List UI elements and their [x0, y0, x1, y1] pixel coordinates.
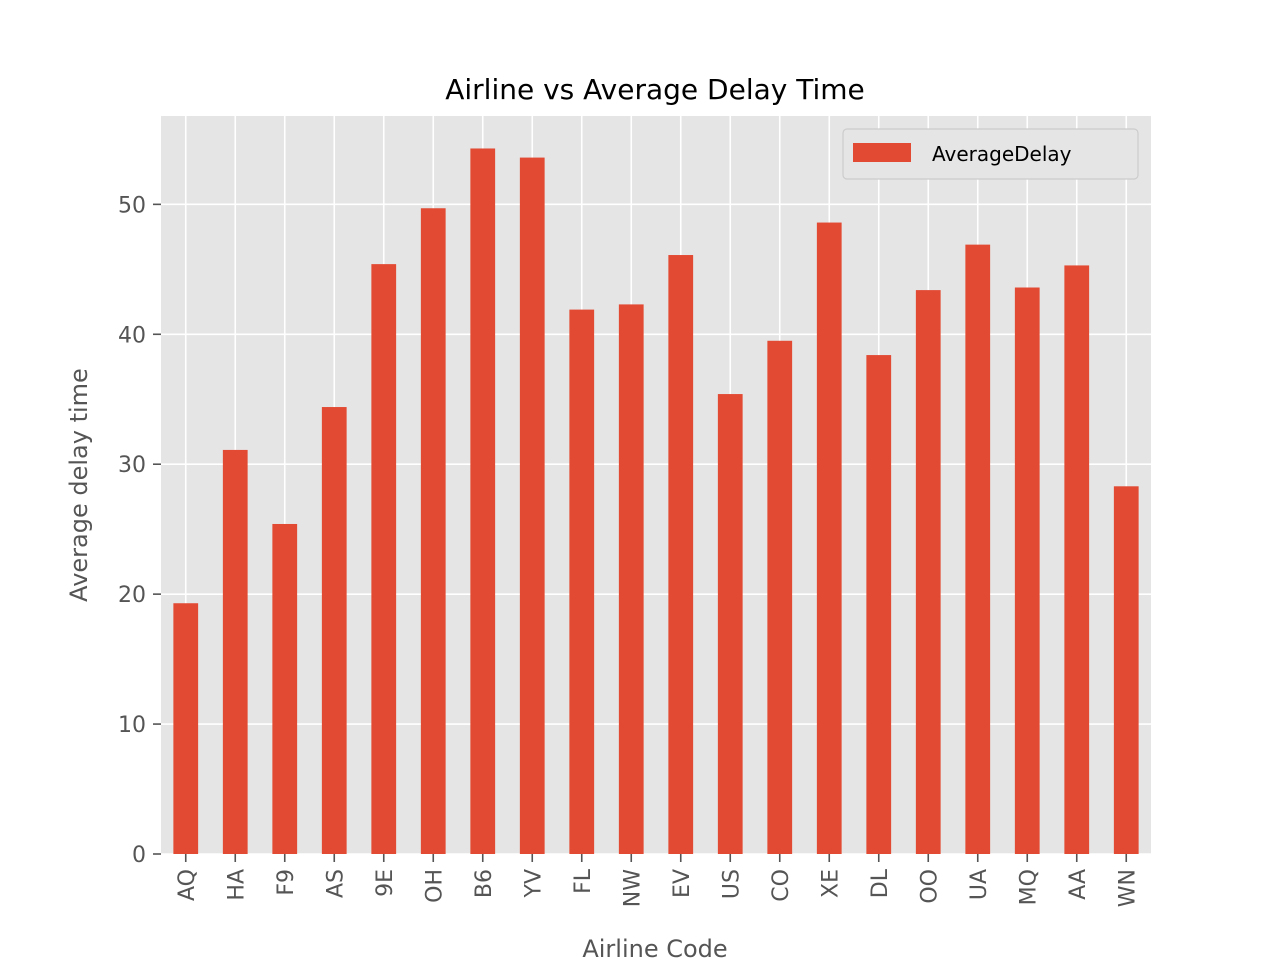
- bar-ev: [668, 255, 694, 854]
- x-tick-label: AQ: [175, 869, 200, 901]
- bar-oh: [420, 208, 446, 854]
- x-axis-ticks: AQ HA F9 AS 9E OH B6 YV FL NW EV US CO XE DL OO UA MQ AA WN: [175, 854, 1140, 907]
- bar-oo: [915, 290, 941, 855]
- x-tick-label: B6: [472, 869, 497, 898]
- x-tick-label: OO: [917, 869, 942, 904]
- x-tick-label: EV: [670, 869, 695, 898]
- bar-us: [717, 394, 743, 854]
- y-tick-label: 30: [118, 453, 146, 478]
- y-tick-label: 10: [118, 713, 146, 738]
- x-tick-label: HA: [224, 869, 249, 901]
- x-tick-label: US: [719, 869, 744, 899]
- y-tick-label: 40: [118, 323, 146, 348]
- x-tick-label: MQ: [1016, 869, 1041, 905]
- bar-xe: [816, 222, 842, 855]
- legend: AverageDelay: [842, 128, 1139, 180]
- bar-as: [321, 407, 347, 854]
- y-axis-label: Average delay time: [65, 368, 93, 602]
- bar-aq: [173, 603, 199, 854]
- x-tick-label: 9E: [373, 869, 398, 897]
- bar-aa: [1064, 265, 1090, 854]
- bar-f9: [272, 523, 298, 854]
- bar-nw: [618, 304, 644, 854]
- y-tick-label: 20: [118, 583, 146, 608]
- legend-label: AverageDelay: [932, 142, 1072, 166]
- x-tick-label: FL: [571, 868, 596, 894]
- x-tick-label: YV: [521, 869, 546, 899]
- bar-ua: [965, 244, 991, 855]
- x-axis-label: Airline Code: [582, 935, 727, 960]
- legend-frame: [842, 128, 1139, 180]
- x-tick-label: WN: [1115, 869, 1140, 907]
- bars: [173, 148, 1139, 855]
- x-tick-label: AA: [1066, 869, 1091, 900]
- bar-yv: [519, 157, 545, 855]
- bar-wn: [1113, 486, 1139, 854]
- x-tick-label: OH: [422, 869, 447, 903]
- x-tick-label: NW: [620, 869, 645, 907]
- bar-ha: [222, 449, 248, 854]
- chart-title: Airline vs Average Delay Time: [445, 73, 865, 106]
- bar-9e: [371, 264, 397, 854]
- bar-co: [767, 340, 793, 854]
- y-tick-label: 0: [132, 843, 146, 868]
- plot-area: [161, 116, 1151, 854]
- y-tick-label: 50: [118, 193, 146, 218]
- x-tick-label: AS: [323, 869, 348, 898]
- bar-fl: [569, 309, 595, 854]
- x-tick-label: DL: [868, 868, 893, 898]
- x-tick-label: CO: [769, 869, 794, 902]
- legend-swatch: [853, 143, 911, 162]
- y-axis-ticks: 0 10 20 30 40 50: [118, 193, 161, 868]
- x-tick-label: XE: [818, 869, 843, 898]
- bar-dl: [866, 355, 892, 854]
- bar-mq: [1014, 287, 1040, 854]
- bar-b6: [470, 148, 496, 854]
- x-tick-label: F9: [274, 869, 299, 896]
- x-tick-label: UA: [967, 869, 992, 900]
